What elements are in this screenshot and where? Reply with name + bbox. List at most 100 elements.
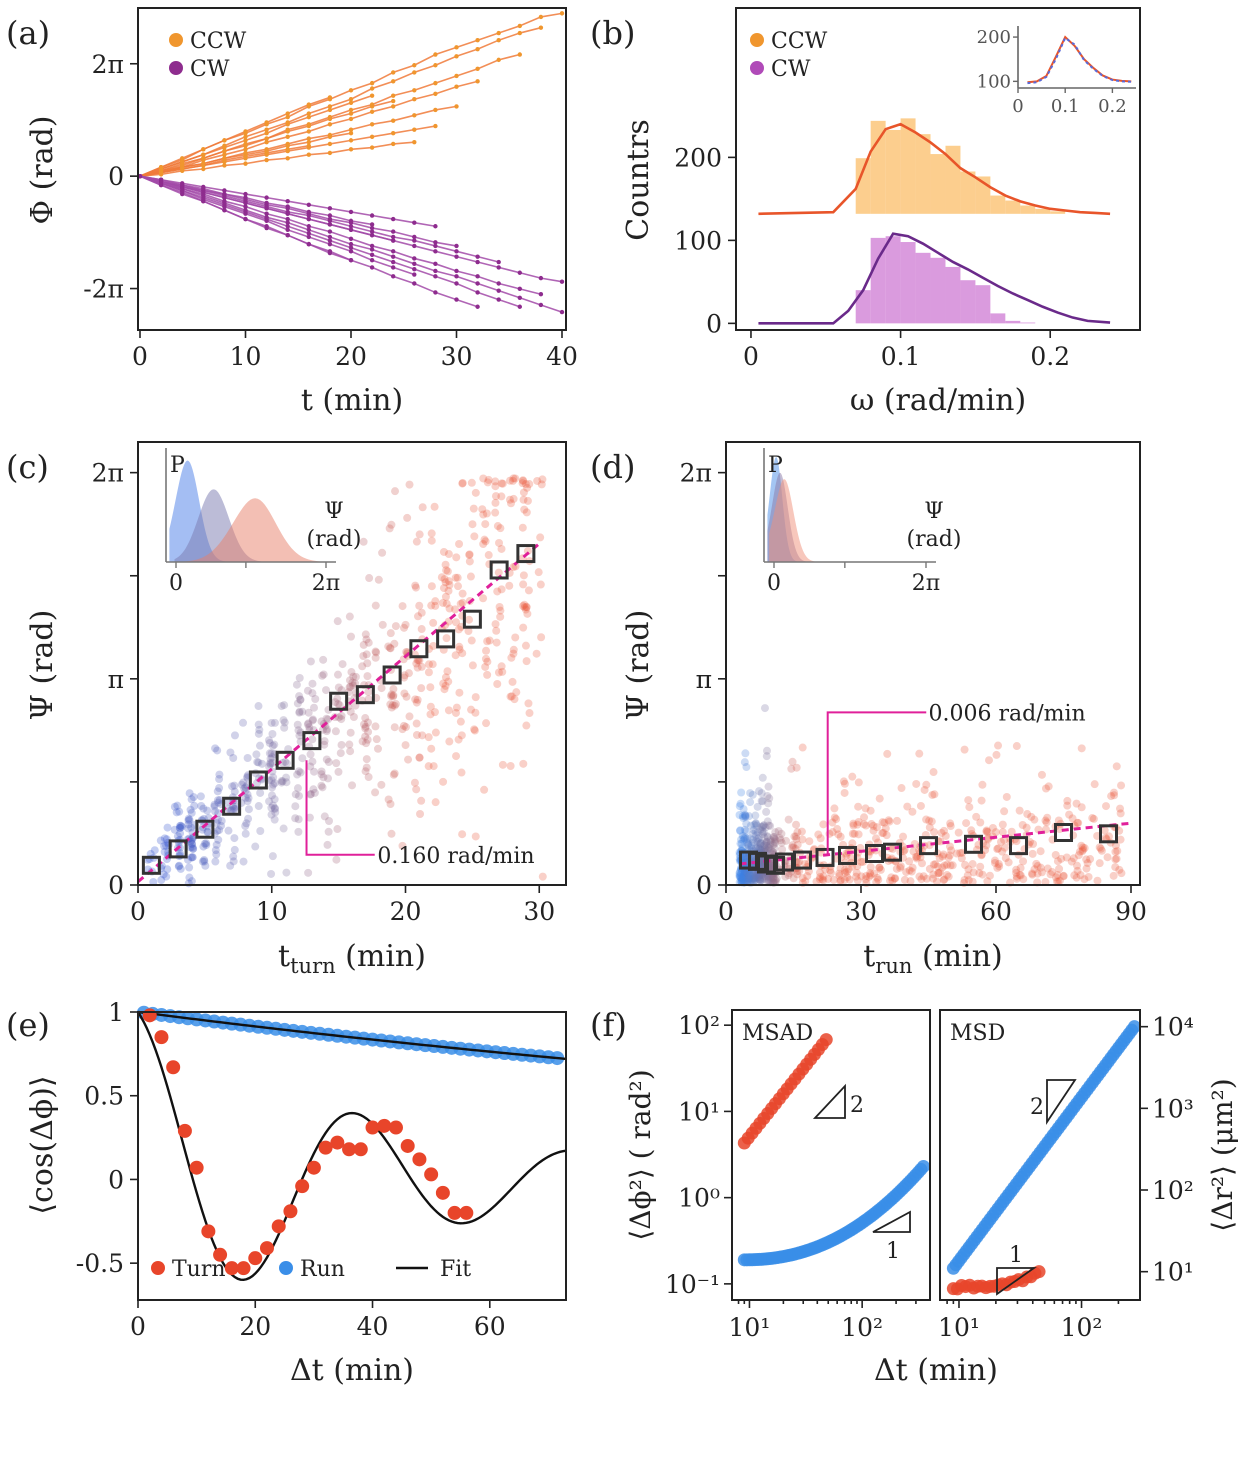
legend-label-ccw: CCW [771,29,828,54]
scatter-point [742,834,751,843]
scatter-point [519,759,528,768]
trajectory-point [412,127,417,132]
scatter-point [739,871,748,880]
scatter-point [758,797,767,806]
scatter-point [431,601,440,610]
scatter-point [402,692,411,701]
scatter-point [836,832,845,841]
trajectory-line [139,175,542,295]
axes-frame [731,1009,931,1301]
scatter-point [484,475,493,484]
trajectory-point [369,80,375,86]
scatter-point [841,868,850,877]
scatter-point [496,612,505,621]
distribution-curve [758,122,1111,216]
scatter-point [452,618,461,627]
scatter-point [243,790,252,799]
scatter-point [944,872,953,881]
scatter-point [1002,792,1011,801]
trajectory-point [369,213,375,218]
scatter-point [1019,857,1028,866]
series-ccw [758,118,1111,216]
turn-point [224,1261,239,1276]
scatter-point [937,828,946,837]
scatter-point [455,688,464,697]
scatter-point [536,580,545,589]
scatter-point [912,779,921,788]
mean-marker [409,639,429,659]
scatter-point [762,837,771,846]
scatter-point [231,802,240,811]
scatter-point [770,834,779,843]
scatter-point [303,686,312,695]
scatter-point [743,841,752,850]
scatter-point [200,857,209,866]
trajectory-point [412,243,417,249]
trajectory-point [391,79,396,84]
scatter-point [744,874,753,883]
scatter-point [170,802,179,811]
scatter-point [938,863,947,872]
scatter-point [757,789,766,798]
trajectory-point [391,249,396,254]
scatter-point [1016,864,1025,873]
scatter-point [391,622,400,631]
scatter-point [471,693,480,702]
scatter-point [198,857,207,866]
scatter-point [426,710,435,719]
trajectory-point [327,116,333,122]
scatter-point [824,874,833,883]
inset-psi: PΨ(rad)0 2π [763,448,961,596]
scatter-point [753,837,762,846]
scatter-point [519,623,528,632]
scatter-point [765,844,774,853]
turn-point [819,1033,833,1047]
scatter-point [1088,814,1097,823]
scatter-point [304,708,313,717]
trajectory-point [222,152,227,157]
scatter-point [738,831,747,840]
axes-frame [137,7,567,331]
scatter-point [269,773,278,782]
legend-marker-ccw [750,33,764,47]
mean-marker [436,629,456,649]
slope-triangle-2 [812,1083,846,1119]
trajectory-point [201,156,206,161]
scatter-point [318,671,327,680]
turn-point [306,1160,321,1175]
trajectory-point [517,295,522,300]
scatter-point [452,752,461,761]
scatter-point [1052,873,1061,882]
scatter-point [279,824,288,833]
scatter-point [256,826,265,835]
scatter-point [745,870,754,879]
scatter-point [969,868,978,877]
scatter-point [267,869,276,878]
scatter-point [1007,827,1016,836]
scatter-point [494,568,503,577]
scatter-point [364,773,373,782]
trajectory-point [412,261,417,267]
mean-marker [382,665,402,685]
scatter-point [241,829,250,838]
inset-x-tick-label: 0 [1012,96,1023,117]
scatter-point [211,807,220,816]
scatter-point [358,662,367,671]
histogram-bar [930,257,946,324]
trajectory-point [285,204,290,209]
scatter-point [270,779,279,788]
trajectory-point [348,100,354,106]
scatter-point [1032,859,1041,868]
scatter-point [278,777,287,786]
scatter-point [417,684,426,693]
histogram-bar [1005,200,1021,214]
scatter-point [506,499,515,508]
scatter-point [1073,818,1082,827]
scatter-point [291,814,300,823]
scatter-point [429,762,438,771]
trajectory-point [391,98,396,104]
scatter-point [767,876,776,885]
